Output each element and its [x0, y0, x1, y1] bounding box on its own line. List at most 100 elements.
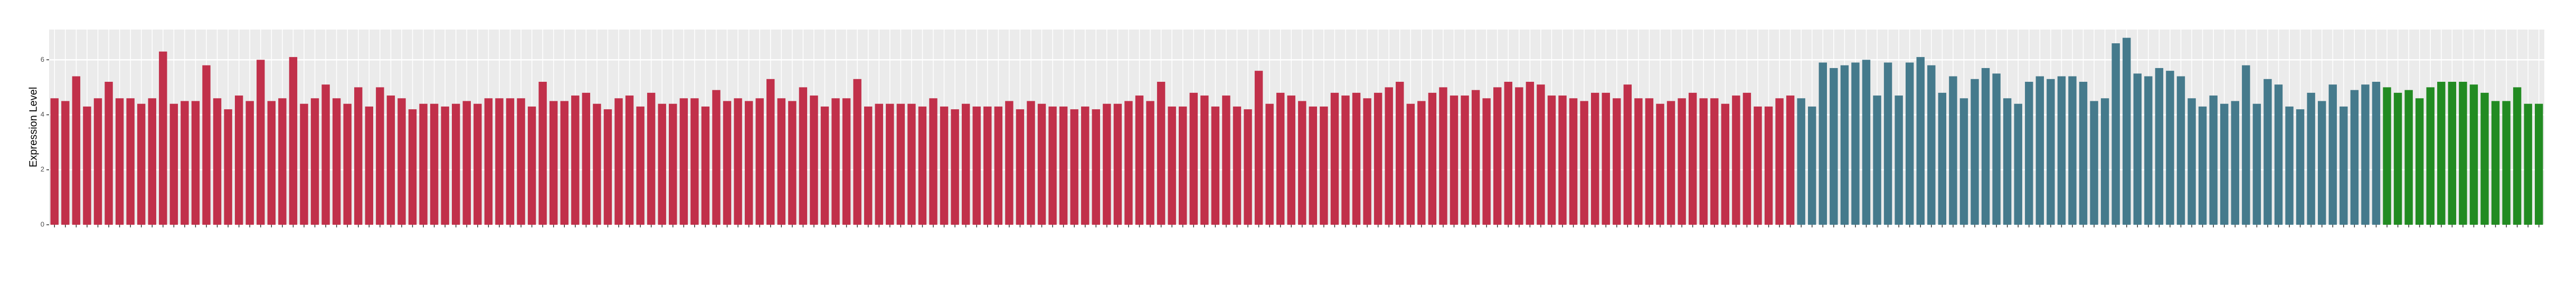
bar [896, 103, 905, 225]
bar [300, 103, 308, 225]
bar [2480, 92, 2489, 225]
bar [1450, 95, 1459, 225]
bar [332, 98, 341, 225]
bar [961, 103, 970, 225]
bar [245, 101, 254, 225]
bar [2448, 82, 2457, 225]
bar [842, 98, 851, 225]
bar [2220, 103, 2229, 225]
bar [1558, 95, 1567, 225]
bar [365, 106, 373, 225]
bar [1309, 106, 1318, 225]
bar [1830, 68, 1838, 225]
y-axis-label: Expression Level [27, 87, 39, 167]
bar [1569, 98, 1578, 225]
bar [1895, 95, 1903, 225]
bar [929, 98, 937, 225]
bar [2252, 103, 2261, 225]
bar [1949, 76, 1957, 225]
bar [1883, 62, 1892, 225]
bar [1168, 106, 1176, 225]
bar [1775, 98, 1784, 225]
bar [1959, 98, 1968, 225]
bar [2274, 84, 2283, 225]
bar [951, 109, 959, 225]
bar [72, 76, 81, 225]
bar [614, 98, 623, 225]
bar [451, 103, 460, 225]
bar [1135, 95, 1144, 225]
bar [1330, 92, 1339, 225]
bar [1211, 106, 1220, 225]
bar [1396, 82, 1404, 225]
bar [1428, 92, 1437, 225]
bar [1981, 68, 1990, 225]
bar [701, 106, 710, 225]
bar [386, 95, 395, 225]
bar [777, 98, 785, 225]
bar [1666, 101, 1675, 225]
bar [191, 101, 200, 225]
bar [1645, 98, 1654, 225]
bar [2469, 84, 2478, 225]
bar [137, 103, 146, 225]
bar [1298, 101, 1306, 225]
bar [918, 106, 927, 225]
bar [1764, 106, 1773, 225]
bar [2307, 92, 2315, 225]
bar [2524, 103, 2532, 225]
bar [799, 87, 808, 225]
bar [2035, 76, 2044, 225]
bar [376, 87, 384, 225]
bar [2296, 109, 2305, 225]
bar [1439, 87, 1447, 225]
bar [690, 98, 699, 225]
bar [267, 101, 276, 225]
bar [1580, 101, 1588, 225]
bar [430, 103, 439, 225]
bar [93, 98, 102, 225]
bar [527, 106, 536, 225]
bar [354, 87, 363, 225]
bar [257, 60, 265, 225]
bar [1417, 101, 1426, 225]
bar [940, 106, 949, 225]
bar [1287, 95, 1295, 225]
bar [1363, 98, 1371, 225]
bar [1797, 98, 1805, 225]
bar [1461, 95, 1469, 225]
bar [278, 98, 287, 225]
bar [603, 109, 612, 225]
bar [1189, 92, 1198, 225]
bar [2513, 87, 2522, 225]
bar [1678, 98, 1686, 225]
bar [2100, 98, 2109, 225]
bar [1059, 106, 1068, 225]
bar [213, 98, 222, 225]
y-tick-label: 6 [41, 55, 44, 63]
bar [2404, 90, 2413, 225]
bar [1721, 103, 1730, 225]
bar [820, 106, 829, 225]
bar [1504, 82, 1512, 225]
bar [1851, 62, 1860, 225]
bar [2361, 84, 2370, 225]
bar [2372, 82, 2381, 225]
y-tick-label: 2 [41, 165, 44, 173]
bar [181, 101, 189, 225]
bar [983, 106, 992, 225]
bar [1515, 87, 1523, 225]
bar [506, 98, 515, 225]
bar [1819, 62, 1827, 225]
bar [1699, 98, 1708, 225]
bar [1406, 103, 1415, 225]
bar [517, 98, 525, 225]
bar [289, 57, 298, 225]
bar [744, 101, 753, 225]
bar [1862, 60, 1871, 225]
bar [2123, 37, 2131, 225]
bar [1157, 82, 1166, 225]
bar [2426, 87, 2435, 225]
bar [1113, 103, 1122, 225]
